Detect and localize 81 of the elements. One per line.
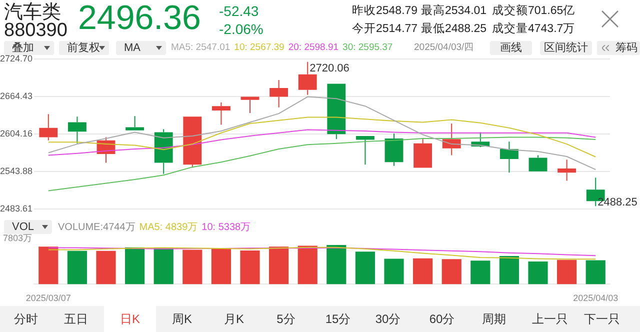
bar — [355, 252, 375, 284]
bar — [470, 260, 490, 284]
bar — [528, 261, 548, 284]
series-label: MA5: 4839万 — [139, 222, 198, 233]
annotation: 2488.25 — [598, 196, 638, 209]
text: 成交量4743.7万 — [492, 23, 576, 36]
bar — [557, 260, 577, 284]
y-tick-label: 2604.16 — [0, 128, 33, 138]
text: MA — [124, 41, 140, 55]
chart-subtitle: 880390 — [4, 20, 68, 41]
bar — [154, 248, 174, 284]
candlestick — [500, 141, 518, 174]
text: 昨收2548.79 — [352, 5, 418, 18]
text: 最高2534.01 — [421, 5, 487, 18]
bar — [442, 259, 462, 284]
text: 2025/04/03/四 — [414, 42, 474, 53]
text: 今开2514.77 — [352, 23, 418, 36]
text: 叠加 — [12, 41, 34, 55]
text: 区间统计 — [540, 41, 592, 55]
y-tick-label: 2724.70 — [0, 53, 33, 64]
bar — [96, 250, 116, 284]
y-tick-label: 2483.61 — [0, 203, 33, 214]
text: 上一只 — [532, 312, 568, 326]
x-tick-label: 2025/04/03 — [573, 293, 618, 304]
text: 月K — [224, 312, 244, 326]
candlestick — [442, 123, 461, 156]
text: 筹码 — [614, 41, 638, 55]
bar — [384, 258, 404, 284]
text: 30分 — [375, 312, 401, 326]
text: 最低2488.25 — [421, 23, 487, 36]
text: 2496.36 — [78, 0, 201, 37]
text: 成交额701.65亿 — [492, 5, 576, 18]
text: 5分 — [276, 312, 296, 326]
y-tick-label: 2664.43 — [0, 90, 33, 101]
series-label: 10: 5338万 — [202, 222, 251, 233]
annotation: 2720.06 — [310, 62, 350, 74]
text: 周期 — [482, 312, 506, 326]
candlestick — [68, 116, 86, 144]
candlestick — [240, 96, 260, 114]
candlestick — [212, 102, 230, 126]
bar — [67, 250, 87, 284]
candlestick — [270, 79, 288, 108]
candlestick — [356, 136, 374, 166]
candlestick — [558, 159, 576, 182]
bar — [182, 250, 202, 284]
bar — [269, 246, 289, 284]
bar — [413, 258, 433, 284]
text: 前复权 — [67, 41, 100, 55]
candlestick — [126, 116, 144, 130]
text: 五日 — [64, 312, 88, 326]
bar — [499, 256, 519, 284]
text: 周K — [172, 312, 192, 326]
bar — [38, 246, 58, 284]
bar — [125, 247, 145, 284]
candlestick — [39, 114, 58, 141]
bar — [240, 250, 260, 284]
chart-title: 汽车类 — [4, 2, 61, 23]
text: 画线 — [490, 41, 532, 55]
text: 30: 2595.37 — [342, 42, 393, 53]
text: 15分 — [325, 312, 351, 326]
bar — [298, 246, 318, 284]
text: 7803万 — [3, 233, 32, 243]
text: 分时 — [14, 312, 38, 326]
text: -52.43 — [219, 3, 259, 19]
x-tick-label: 2025/03/07 — [26, 293, 71, 304]
text: 20: 2598.91 — [288, 42, 339, 53]
y-tick-label: 2543.88 — [0, 166, 33, 176]
candlestick — [384, 132, 404, 166]
candlestick — [327, 84, 346, 140]
bar — [586, 260, 606, 284]
text: 下一只 — [584, 312, 620, 326]
text: 60分 — [429, 312, 455, 326]
candlestick — [414, 138, 432, 168]
text: VOL — [12, 220, 34, 234]
text: MA5: 2547.01 — [171, 42, 230, 53]
bar — [211, 248, 231, 284]
text: 10: 2567.39 — [234, 42, 284, 53]
text: -2.06% — [219, 21, 264, 37]
bar — [326, 245, 346, 284]
text: 日K — [120, 312, 140, 326]
series-label: VOLUME:4744万 — [58, 222, 136, 233]
